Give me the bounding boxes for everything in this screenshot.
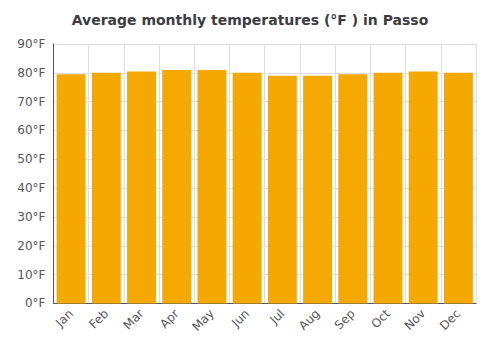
svg-text:Feb: Feb — [86, 307, 111, 332]
svg-text:Average monthly temperatures (: Average monthly temperatures (°F ) in Pa… — [72, 12, 429, 28]
svg-text:90°F: 90°F — [17, 37, 45, 51]
svg-text:Aug: Aug — [296, 307, 322, 333]
svg-text:40°F: 40°F — [17, 181, 45, 195]
svg-text:Jan: Jan — [52, 307, 76, 331]
svg-text:70°F: 70°F — [17, 95, 45, 109]
svg-text:20°F: 20°F — [17, 239, 45, 253]
svg-text:Oct: Oct — [368, 306, 393, 331]
svg-text:50°F: 50°F — [17, 152, 45, 166]
svg-text:80°F: 80°F — [17, 66, 45, 80]
svg-text:Sep: Sep — [332, 307, 358, 333]
svg-text:10°F: 10°F — [17, 268, 45, 282]
svg-text:60°F: 60°F — [17, 123, 45, 137]
svg-text:0°F: 0°F — [25, 296, 46, 310]
svg-text:Jul: Jul — [266, 307, 287, 328]
svg-text:Mar: Mar — [121, 306, 147, 332]
svg-text:30°F: 30°F — [17, 210, 45, 224]
svg-text:May: May — [189, 307, 216, 334]
svg-text:Apr: Apr — [157, 306, 182, 331]
svg-text:Jun: Jun — [228, 307, 252, 331]
svg-text:Dec: Dec — [437, 307, 463, 333]
svg-text:Nov: Nov — [402, 307, 428, 333]
